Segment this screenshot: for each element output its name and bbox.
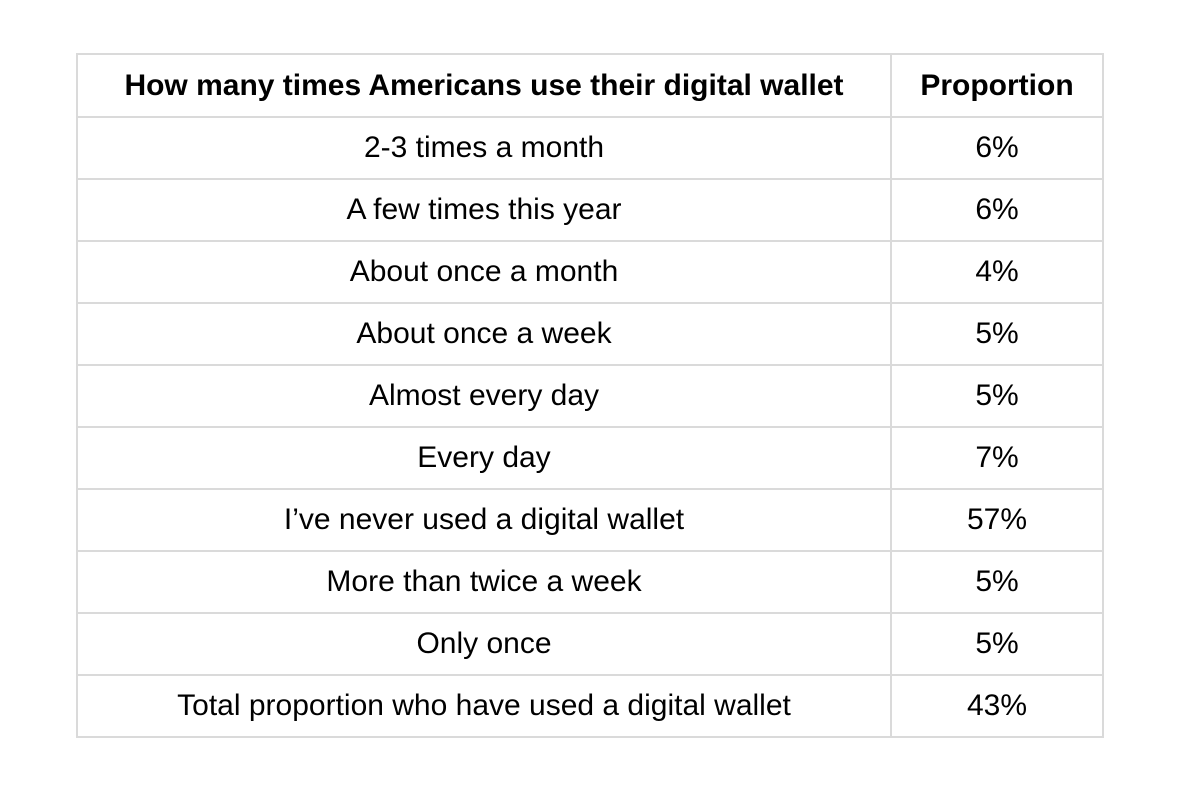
proportion-cell: 5% bbox=[890, 302, 1104, 366]
table-row: Almost every day 5% bbox=[76, 364, 1104, 428]
usage-frequency-cell: More than twice a week bbox=[76, 550, 892, 614]
proportion-cell: 7% bbox=[890, 426, 1104, 490]
table-row: Every day 7% bbox=[76, 426, 1104, 490]
proportion-cell: 43% bbox=[890, 674, 1104, 738]
digital-wallet-usage-table: How many times Americans use their digit… bbox=[76, 53, 1104, 738]
usage-frequency-cell: Only once bbox=[76, 612, 892, 676]
proportion-cell: 4% bbox=[890, 240, 1104, 304]
proportion-cell: 57% bbox=[890, 488, 1104, 552]
table-row: Only once 5% bbox=[76, 612, 1104, 676]
table-row: 2-3 times a month 6% bbox=[76, 116, 1104, 180]
usage-frequency-cell: About once a week bbox=[76, 302, 892, 366]
usage-frequency-cell: Every day bbox=[76, 426, 892, 490]
usage-frequency-cell: I’ve never used a digital wallet bbox=[76, 488, 892, 552]
proportion-cell: 5% bbox=[890, 550, 1104, 614]
proportion-cell: 5% bbox=[890, 612, 1104, 676]
usage-frequency-cell: A few times this year bbox=[76, 178, 892, 242]
data-table-container: How many times Americans use their digit… bbox=[76, 53, 1104, 738]
usage-frequency-cell: 2-3 times a month bbox=[76, 116, 892, 180]
proportion-cell: 5% bbox=[890, 364, 1104, 428]
table-row: About once a week 5% bbox=[76, 302, 1104, 366]
table-row: About once a month 4% bbox=[76, 240, 1104, 304]
proportion-cell: 6% bbox=[890, 178, 1104, 242]
table-row-total: Total proportion who have used a digital… bbox=[76, 674, 1104, 738]
column-header-proportion: Proportion bbox=[890, 53, 1104, 118]
table-row: A few times this year 6% bbox=[76, 178, 1104, 242]
table-header-row: How many times Americans use their digit… bbox=[76, 53, 1104, 118]
table-row: More than twice a week 5% bbox=[76, 550, 1104, 614]
column-header-usage-frequency: How many times Americans use their digit… bbox=[76, 53, 892, 118]
proportion-cell: 6% bbox=[890, 116, 1104, 180]
usage-frequency-cell: About once a month bbox=[76, 240, 892, 304]
table-row: I’ve never used a digital wallet 57% bbox=[76, 488, 1104, 552]
usage-frequency-cell: Almost every day bbox=[76, 364, 892, 428]
usage-frequency-cell: Total proportion who have used a digital… bbox=[76, 674, 892, 738]
